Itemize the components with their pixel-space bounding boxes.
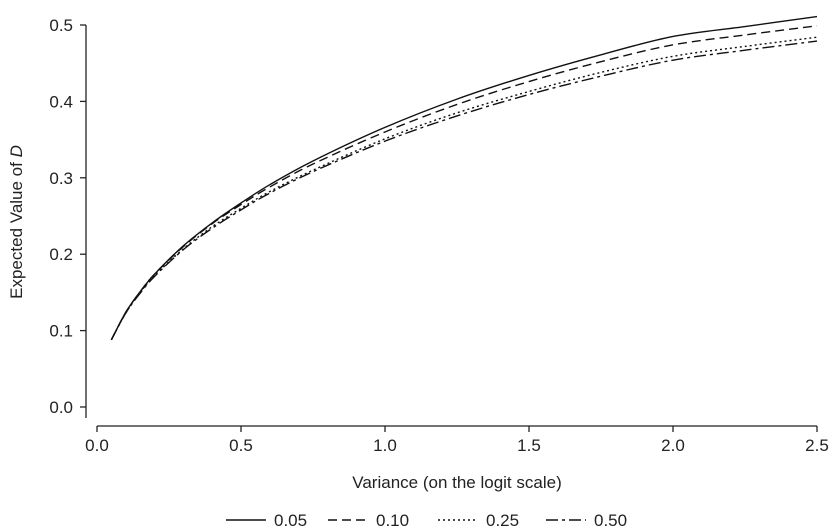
legend: 0.05 0.10 0.25 0.50 [226,511,627,530]
y-axis-title: Expected Value of D [7,145,26,299]
series-line-0.05 [110,15,818,341]
y-axis-title-prefix: Expected Value of [7,157,26,298]
y-ticks: 0.0 0.1 0.2 0.3 0.4 0.5 [49,16,86,417]
y-axis-title-variable: D [7,145,26,157]
x-ticks: 0.0 0.5 1.0 1.5 2.0 2.5 [85,426,829,455]
x-axis-title: Variance (on the logit scale) [352,473,561,492]
x-tick-label: 0.5 [229,436,253,455]
legend-label-0.25: 0.25 [486,511,519,530]
y-tick-label: 0.5 [49,16,73,35]
x-tick-label: 1.5 [517,436,541,455]
legend-label-0.05: 0.05 [274,511,307,530]
y-tick-label: 0.1 [49,322,73,341]
x-tick-label: 2.0 [661,436,685,455]
series-line-0.25 [110,36,818,341]
x-tick-label: 0.0 [85,436,109,455]
x-tick-label: 2.5 [805,436,829,455]
series-lines [110,15,818,341]
y-tick-label: 0.4 [49,92,73,111]
series-line-0.50 [110,40,818,341]
y-tick-label: 0.0 [49,398,73,417]
axes [85,25,817,427]
x-tick-label: 1.0 [373,436,397,455]
legend-label-0.10: 0.10 [376,511,409,530]
legend-label-0.50: 0.50 [594,511,627,530]
y-tick-label: 0.3 [49,169,73,188]
y-tick-label: 0.2 [49,245,73,264]
series-line-0.10 [110,25,818,341]
